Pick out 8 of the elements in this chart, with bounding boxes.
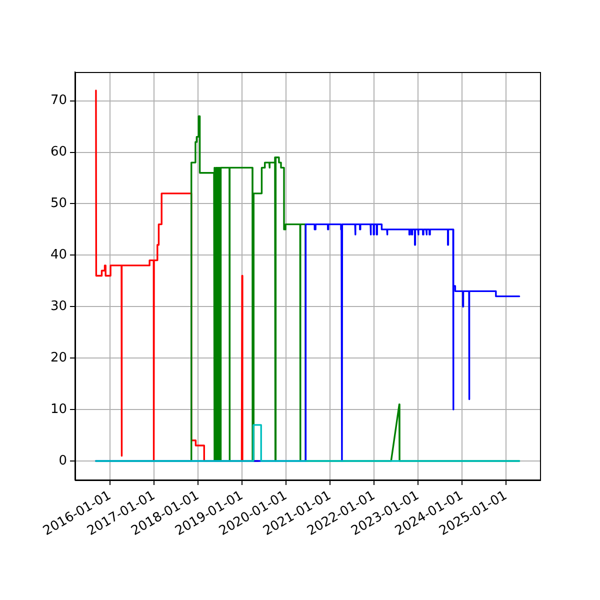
- y-tick-label: 20: [50, 350, 67, 366]
- y-tick-label: 10: [50, 402, 67, 417]
- y-tick-label: 50: [50, 196, 67, 212]
- y-tick-label: 0: [58, 453, 67, 468]
- y-tick-label: 40: [50, 248, 67, 263]
- y-tick-label: 60: [50, 144, 67, 160]
- y-tick-label: 30: [50, 298, 67, 314]
- y-tick-label: 70: [50, 93, 67, 108]
